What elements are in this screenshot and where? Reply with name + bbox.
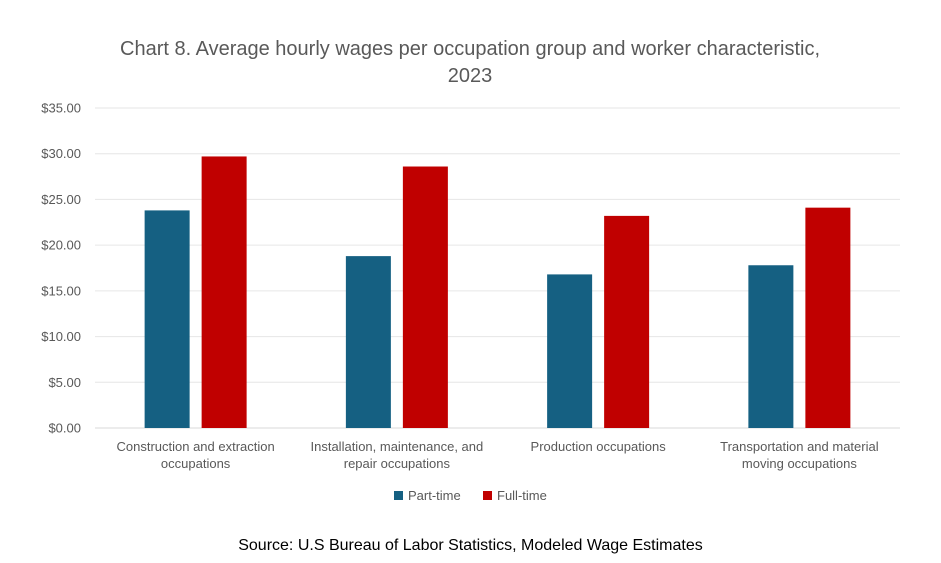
- bar-full-time-1: [201, 156, 247, 428]
- y-tick-label: $20.00: [41, 238, 81, 253]
- legend: Part-time Full-time: [394, 488, 547, 503]
- chart-title: Chart 8. Average hourly wages per occupa…: [120, 38, 821, 87]
- bar-part-time-1: [144, 210, 190, 428]
- y-tick-label: $10.00: [41, 329, 81, 344]
- bar-part-time-4: [748, 265, 794, 428]
- bars: [144, 156, 851, 428]
- bar-full-time-2: [402, 166, 448, 428]
- bar-part-time-2: [345, 256, 391, 428]
- bar-full-time-4: [805, 207, 851, 428]
- x-tick-label: Transportation and material moving occupa…: [720, 439, 879, 471]
- bar-part-time-3: [547, 274, 593, 428]
- x-tick-label: Installation, maintenance, and repair occ…: [311, 439, 484, 471]
- x-axis-tick-labels: Construction and extraction occupations In…: [116, 439, 878, 471]
- source-note: Source: U.S Bureau of Labor Statistics, …: [238, 537, 703, 554]
- y-tick-label: $25.00: [41, 192, 81, 207]
- y-tick-label: $30.00: [41, 146, 81, 161]
- legend-label: Full-time: [497, 488, 547, 503]
- y-tick-label: $5.00: [48, 375, 81, 390]
- y-tick-label: $35.00: [41, 101, 81, 116]
- y-axis-tick-labels: $0.00 $5.00 $10.00 $15.00 $20.00 $25.00 $30.00…: [41, 101, 81, 436]
- legend-label: Part-time: [408, 488, 461, 503]
- x-tick-label: Production occupations: [531, 439, 667, 454]
- legend-swatch: [483, 491, 492, 500]
- y-tick-label: $0.00: [48, 421, 81, 436]
- legend-swatch: [394, 491, 403, 500]
- x-tick-label: Construction and extraction occupations: [116, 439, 274, 471]
- y-tick-label: $15.00: [41, 283, 81, 298]
- bar-full-time-3: [604, 215, 650, 428]
